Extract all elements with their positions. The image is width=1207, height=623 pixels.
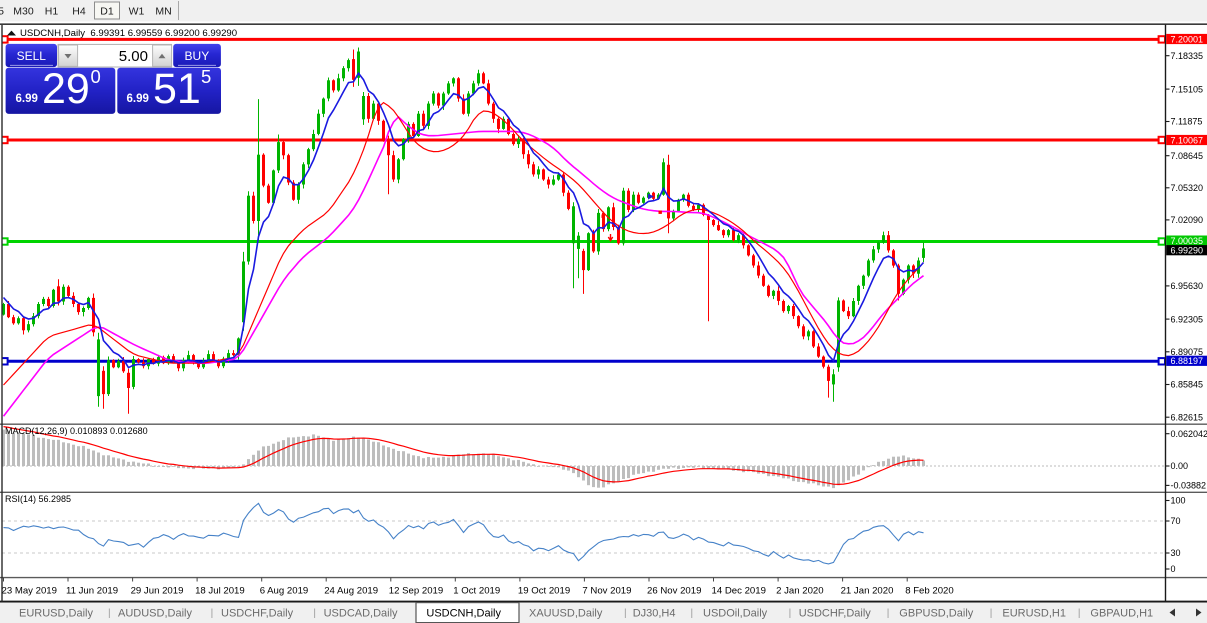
svg-text:11 Jun 2019: 11 Jun 2019 <box>66 586 118 597</box>
svg-text:7.02090: 7.02090 <box>1171 215 1204 225</box>
svg-text:RSI(14) 56.2985: RSI(14) 56.2985 <box>5 494 71 504</box>
svg-text:SELL: SELL <box>17 49 47 63</box>
svg-text:24 Aug 2019: 24 Aug 2019 <box>324 586 378 597</box>
svg-text:7.15105: 7.15105 <box>1171 84 1204 94</box>
svg-text:7.08645: 7.08645 <box>1171 151 1204 161</box>
svg-text:M30: M30 <box>13 6 34 18</box>
svg-text:D1: D1 <box>100 6 114 18</box>
svg-text:14 Dec 2019: 14 Dec 2019 <box>712 586 766 597</box>
svg-text:USDCHF,Daily: USDCHF,Daily <box>221 608 294 620</box>
svg-text:70: 70 <box>1171 516 1181 526</box>
svg-text:6.92305: 6.92305 <box>1171 314 1204 324</box>
svg-text:|: | <box>887 608 890 619</box>
svg-text:USDCAD,Daily: USDCAD,Daily <box>324 608 398 620</box>
svg-text:0.00: 0.00 <box>1171 461 1189 471</box>
svg-text:|: | <box>691 608 694 619</box>
svg-text:18 Jul 2019: 18 Jul 2019 <box>195 586 245 597</box>
svg-text:5: 5 <box>0 6 4 18</box>
svg-text:19 Oct 2019: 19 Oct 2019 <box>518 586 570 597</box>
svg-text:21 Jan 2020: 21 Jan 2020 <box>841 586 894 597</box>
svg-text:H4: H4 <box>72 6 86 18</box>
svg-text:DJ30,H4: DJ30,H4 <box>633 608 676 620</box>
svg-text:5: 5 <box>201 66 211 87</box>
svg-text:EURUSD,H1: EURUSD,H1 <box>1002 608 1066 620</box>
svg-text:6.95630: 6.95630 <box>1171 281 1204 291</box>
svg-text:USDCNH,Daily: USDCNH,Daily <box>426 608 501 620</box>
svg-text:BUY: BUY <box>185 49 210 63</box>
svg-text:6 Aug 2019: 6 Aug 2019 <box>260 586 309 597</box>
svg-text:AUDUSD,Daily: AUDUSD,Daily <box>118 608 192 620</box>
svg-text:|: | <box>211 608 214 619</box>
svg-text:USDCNH,Daily 6.99391 6.99559: USDCNH,Daily 6.99391 6.99559 6.99200 6.9… <box>20 28 237 39</box>
svg-text:7.00035: 7.00035 <box>1171 236 1204 246</box>
svg-text:30: 30 <box>1171 548 1181 558</box>
svg-text:7.10067: 7.10067 <box>1171 135 1204 145</box>
svg-text:|: | <box>624 608 627 619</box>
svg-text:|: | <box>789 608 792 619</box>
svg-text:6.99290: 6.99290 <box>1171 246 1204 256</box>
svg-text:7 Nov 2019: 7 Nov 2019 <box>582 586 631 597</box>
svg-text:0.062042: 0.062042 <box>1171 429 1207 439</box>
svg-text:W1: W1 <box>129 6 145 18</box>
svg-text:2 Jan 2020: 2 Jan 2020 <box>776 586 823 597</box>
svg-text:6.99: 6.99 <box>127 93 149 105</box>
svg-text:7.20001: 7.20001 <box>1171 34 1204 44</box>
svg-text:MACD(12,26,9) 0.010893 0.01268: MACD(12,26,9) 0.010893 0.012680 <box>5 426 148 436</box>
svg-text:7.18335: 7.18335 <box>1171 51 1204 61</box>
svg-text:6.82615: 6.82615 <box>1171 412 1204 422</box>
svg-text:8 Feb 2020: 8 Feb 2020 <box>905 586 954 597</box>
svg-text:GBPUSD,Daily: GBPUSD,Daily <box>899 608 973 620</box>
svg-text:6.88197: 6.88197 <box>1171 356 1204 366</box>
svg-text:6.99: 6.99 <box>16 93 38 105</box>
svg-text:12 Sep 2019: 12 Sep 2019 <box>389 586 443 597</box>
svg-text:100: 100 <box>1171 496 1186 506</box>
svg-text:51: 51 <box>153 65 201 113</box>
svg-text:H1: H1 <box>45 6 59 18</box>
svg-text:29 Jun 2019: 29 Jun 2019 <box>131 586 184 597</box>
svg-text:7.05320: 7.05320 <box>1171 183 1204 193</box>
svg-text:MN: MN <box>155 6 171 18</box>
svg-text:5.00: 5.00 <box>119 48 148 65</box>
svg-text:1 Oct 2019: 1 Oct 2019 <box>453 586 500 597</box>
svg-text:0: 0 <box>91 66 101 87</box>
svg-text:|: | <box>990 608 993 619</box>
svg-text:0: 0 <box>1171 564 1176 574</box>
svg-text:6.85845: 6.85845 <box>1171 380 1204 390</box>
svg-text:EURUSD,Daily: EURUSD,Daily <box>19 608 93 620</box>
svg-text:USDOil,Daily: USDOil,Daily <box>703 608 768 620</box>
svg-text:|: | <box>313 608 316 619</box>
svg-text:USDCHF,Daily: USDCHF,Daily <box>799 608 872 620</box>
svg-text:XAUUSD,Daily: XAUUSD,Daily <box>529 608 603 620</box>
svg-text:23 May 2019: 23 May 2019 <box>2 586 57 597</box>
svg-text:GBPAUD,H1: GBPAUD,H1 <box>1090 608 1153 620</box>
svg-text:-0.03882: -0.03882 <box>1171 481 1207 491</box>
svg-text:29: 29 <box>42 65 90 113</box>
svg-text:|: | <box>1078 608 1081 619</box>
svg-text:26 Nov 2019: 26 Nov 2019 <box>647 586 701 597</box>
svg-text:|: | <box>108 608 111 619</box>
svg-text:6.89075: 6.89075 <box>1171 347 1204 357</box>
svg-text:7.11875: 7.11875 <box>1171 117 1203 127</box>
